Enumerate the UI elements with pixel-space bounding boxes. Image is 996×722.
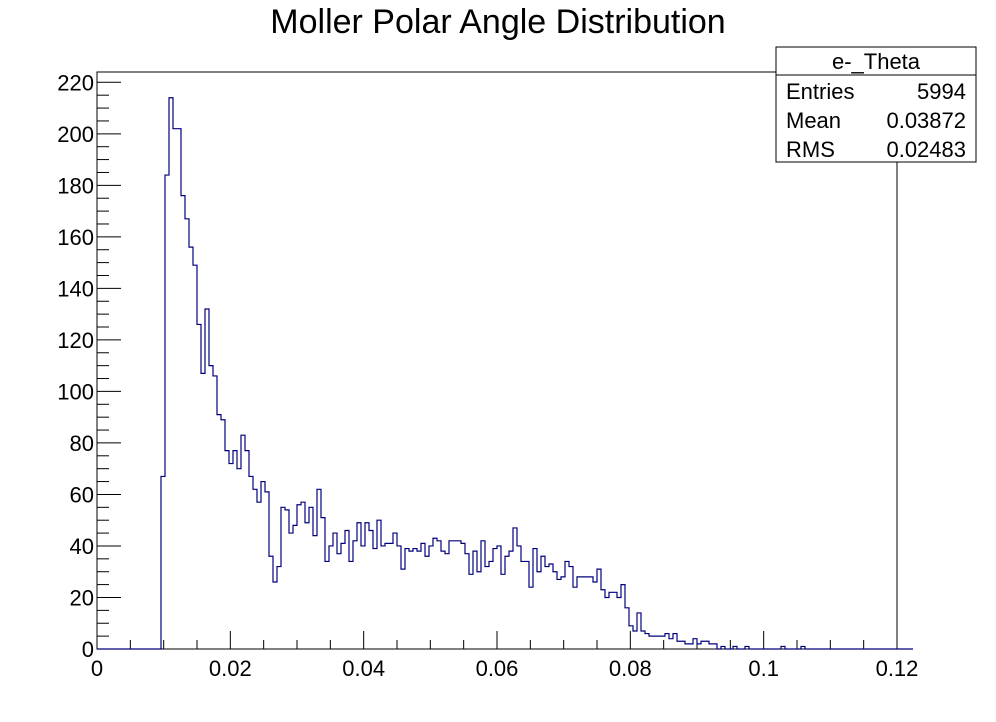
stats-value-rms: 0.02483 (886, 137, 966, 162)
y-tick-label: 180 (57, 173, 94, 198)
stats-value-entries: 5994 (917, 79, 966, 104)
y-tick-label: 140 (57, 276, 94, 301)
histogram-series (97, 97, 913, 650)
x-tick-label: 0.08 (609, 656, 652, 681)
chart-title: Moller Polar Angle Distribution (270, 3, 725, 41)
x-tick-label: 0.06 (476, 656, 519, 681)
stats-label-mean: Mean (786, 108, 841, 133)
plot-frame (96, 71, 898, 650)
y-axis: 0 20 40 60 80 100 120 140 160 180 200 220 (57, 70, 121, 662)
y-tick-label: 160 (57, 225, 94, 250)
y-tick-label: 100 (57, 379, 94, 404)
x-tick-label: 0.02 (209, 656, 252, 681)
x-tick-label: 0 (91, 656, 103, 681)
stats-label-entries: Entries (786, 79, 854, 104)
x-tick-label: 0.12 (876, 656, 919, 681)
y-tick-label: 0 (82, 637, 94, 662)
x-axis: 0 0.02 0.04 0.06 0.08 0.1 0.12 (91, 631, 919, 681)
stats-box: e-_Theta Entries 5994 Mean 0.03872 RMS 0… (775, 46, 977, 163)
y-tick-label: 60 (70, 482, 94, 507)
stats-histogram-name: e-_Theta (832, 49, 921, 74)
y-tick-label: 220 (57, 70, 94, 95)
x-tick-label: 0.04 (342, 656, 385, 681)
stats-box-frame (775, 46, 977, 163)
y-tick-label: 200 (57, 122, 94, 147)
y-tick-label: 120 (57, 328, 94, 353)
stats-label-rms: RMS (786, 137, 835, 162)
x-tick-label: 0.1 (748, 656, 779, 681)
y-tick-label: 40 (70, 534, 94, 559)
y-tick-label: 80 (70, 431, 94, 456)
stats-value-mean: 0.03872 (886, 108, 966, 133)
y-tick-label: 20 (70, 585, 94, 610)
